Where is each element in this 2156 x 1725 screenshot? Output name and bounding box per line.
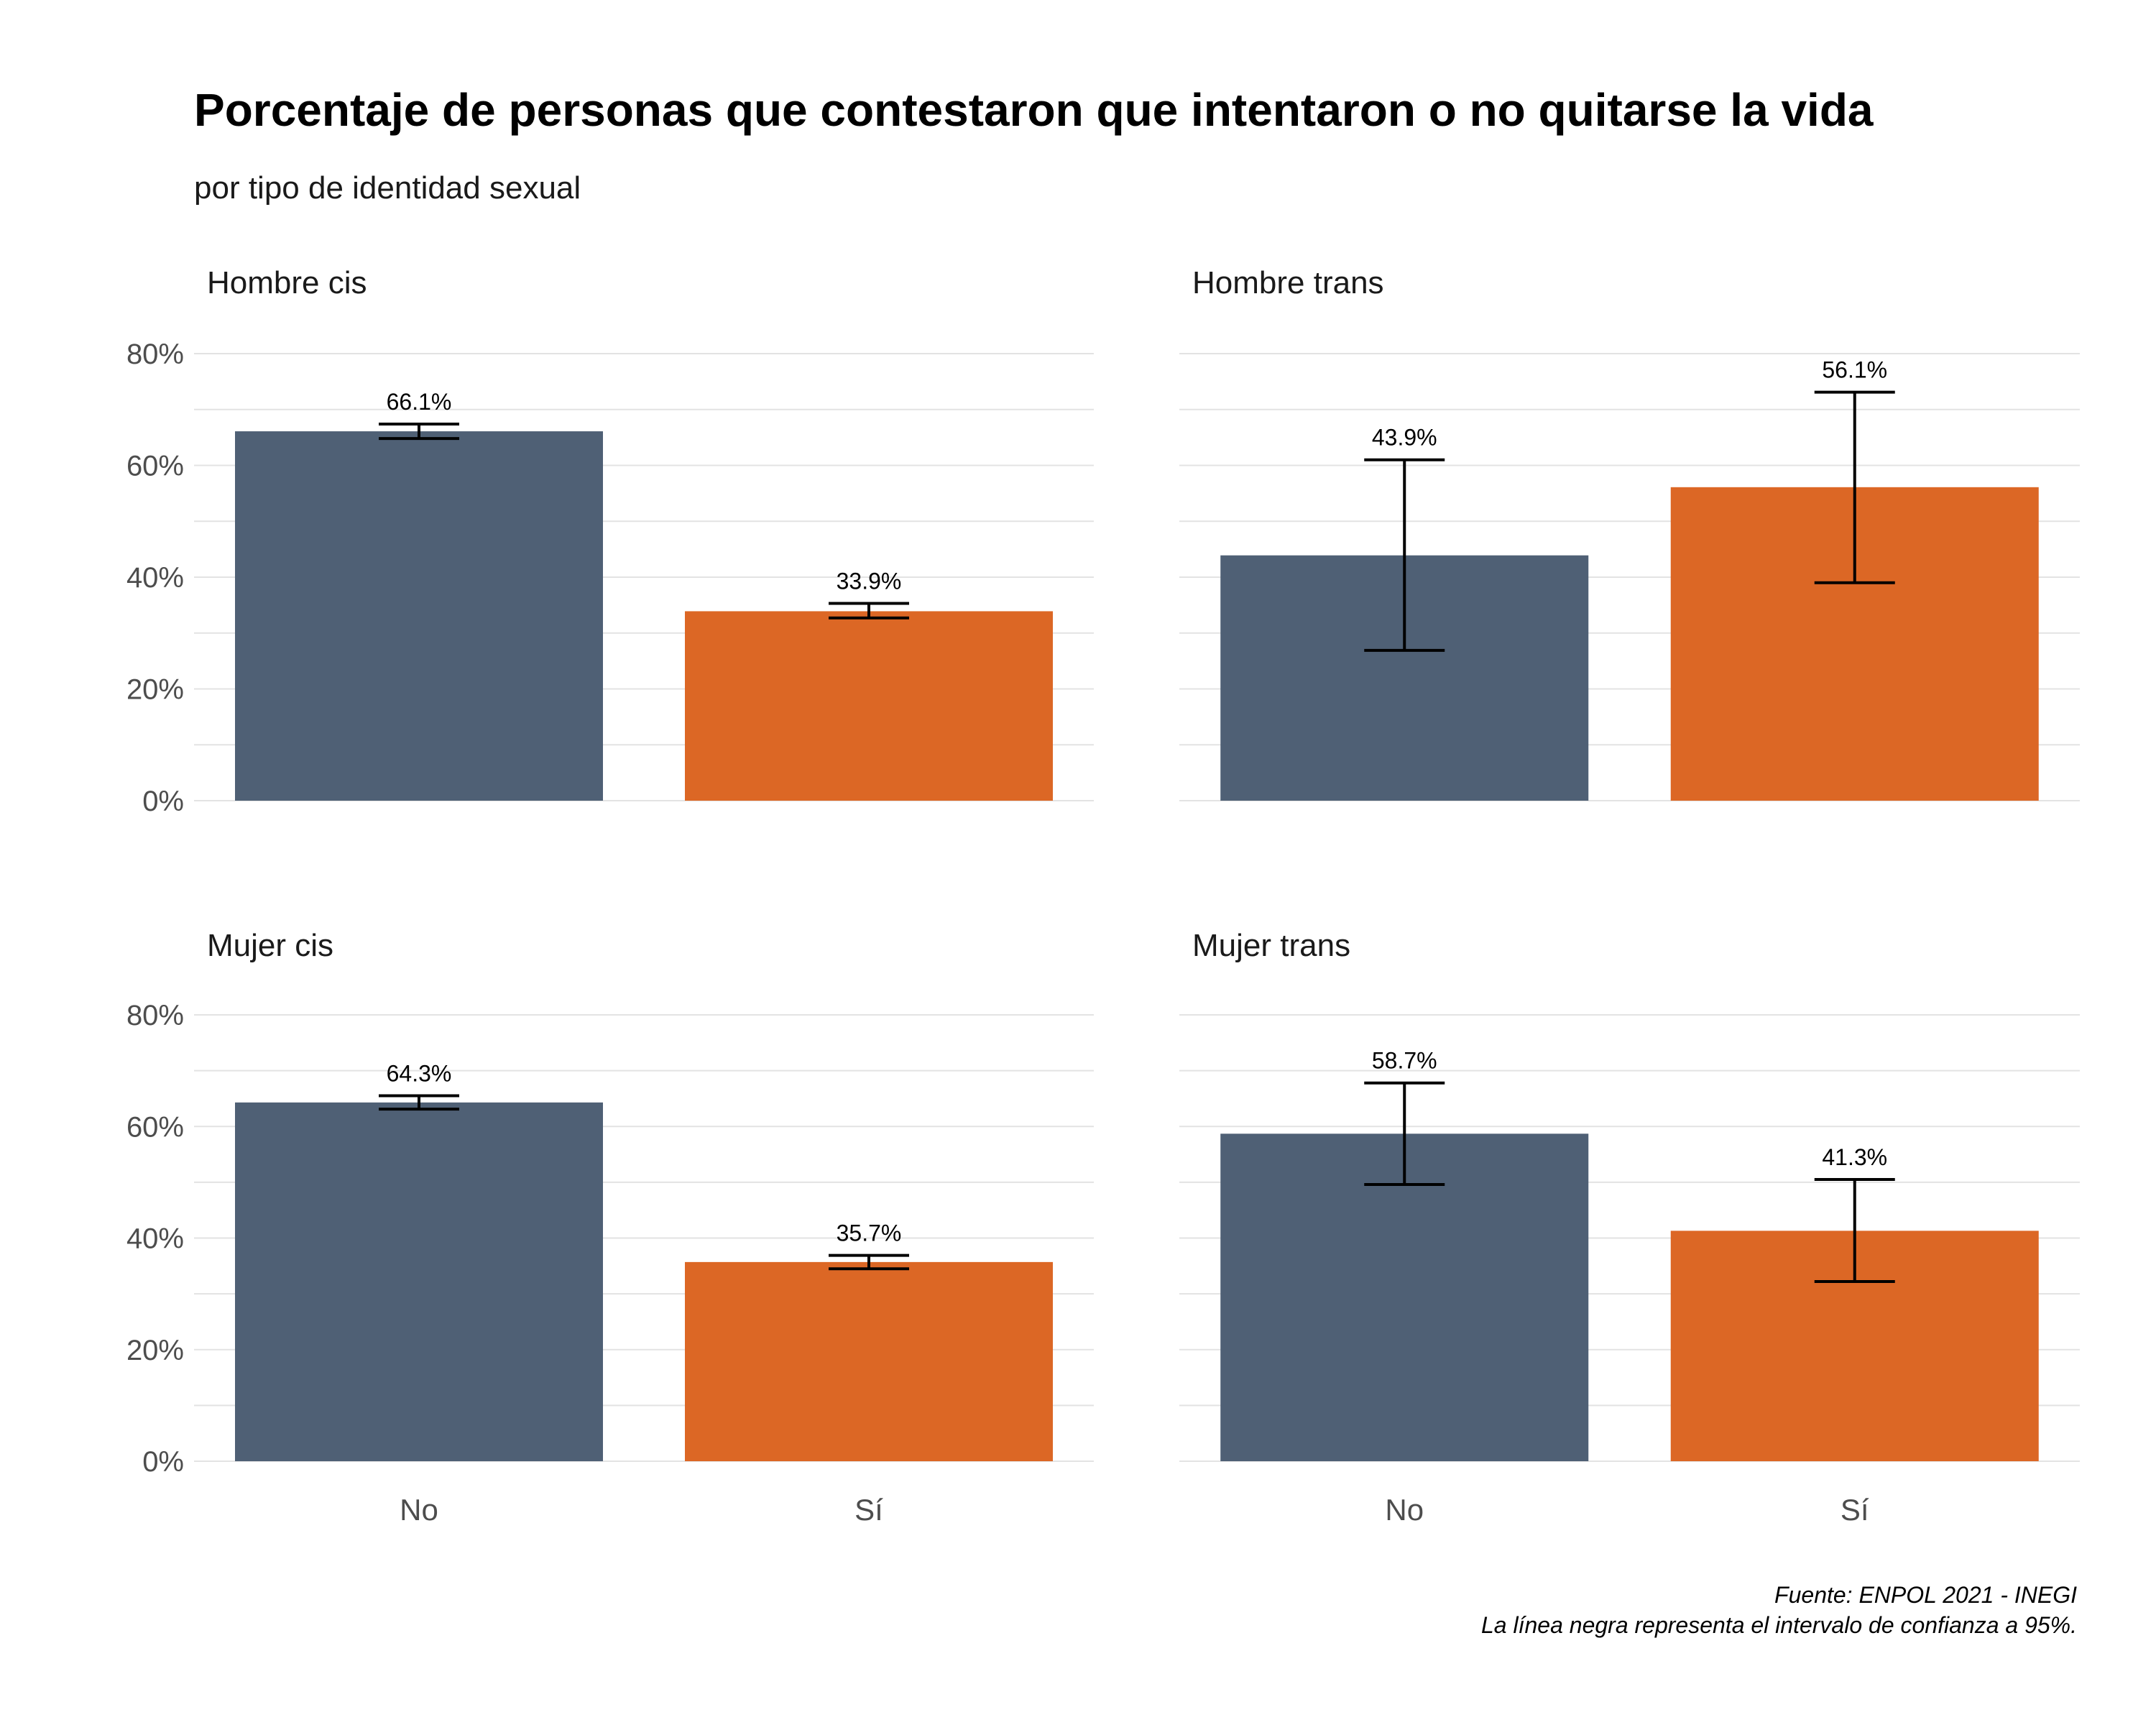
chart-panels: Hombre cis0%20%40%60%80%66.1%33.9%Hombre… xyxy=(126,265,2080,1527)
bar-no xyxy=(1220,1133,1589,1461)
panel-title: Mujer trans xyxy=(1192,928,1350,963)
data-label: 35.7% xyxy=(837,1220,902,1246)
data-label: 56.1% xyxy=(1822,357,1887,383)
panel-hombre-cis: Hombre cis 0% 20% 40% 60% 80% 66.1% 33.9% xyxy=(126,265,1094,817)
data-label: 43.9% xyxy=(1372,425,1437,451)
panel-title: Hombre trans xyxy=(1192,265,1384,300)
x-tick-label: No xyxy=(400,1493,438,1527)
y-tick-label: 0% xyxy=(142,786,184,817)
data-label: 33.9% xyxy=(837,569,902,594)
data-label: 64.3% xyxy=(387,1061,452,1087)
caption-ci-note: La línea negra representa el intervalo d… xyxy=(1481,1612,2077,1638)
panel-hombre-trans: Hombre trans 43.9% 56.1% xyxy=(1179,265,2080,801)
panel-title: Mujer cis xyxy=(207,928,333,963)
y-tick-label: 0% xyxy=(142,1446,184,1478)
y-tick-label: 20% xyxy=(126,1335,184,1366)
chart-title: Porcentaje de personas que contestaron q… xyxy=(194,84,1874,136)
y-tick-label: 40% xyxy=(126,1223,184,1255)
y-tick-label: 80% xyxy=(126,1000,184,1031)
data-label: 58.7% xyxy=(1372,1048,1437,1074)
x-tick-label: Sí xyxy=(854,1493,883,1527)
y-tick-label: 60% xyxy=(126,1111,184,1143)
chart-subtitle: por tipo de identidad sexual xyxy=(194,170,581,206)
panel-title: Hombre cis xyxy=(207,265,367,300)
bar-si xyxy=(685,611,1053,801)
data-label: 41.3% xyxy=(1822,1144,1887,1170)
x-tick-label: Sí xyxy=(1841,1493,1869,1527)
bar-no xyxy=(235,431,603,801)
data-label: 66.1% xyxy=(387,389,452,415)
y-tick-label: 60% xyxy=(126,451,184,482)
x-tick-label: No xyxy=(1385,1493,1424,1527)
caption-source: Fuente: ENPOL 2021 - INEGI xyxy=(1774,1582,2077,1608)
panel-mujer-cis: Mujer cis 0% 20% 40% 60% 80% 64.3% No 35.7% Sí xyxy=(126,928,1094,1527)
y-tick-label: 40% xyxy=(126,562,184,594)
y-tick-label: 80% xyxy=(126,339,184,370)
bar-no xyxy=(235,1102,603,1461)
y-tick-label: 20% xyxy=(126,674,184,706)
panel-mujer-trans: Mujer trans 58.7% No 41.3% Sí xyxy=(1179,928,2080,1527)
bar-si xyxy=(685,1261,1053,1461)
